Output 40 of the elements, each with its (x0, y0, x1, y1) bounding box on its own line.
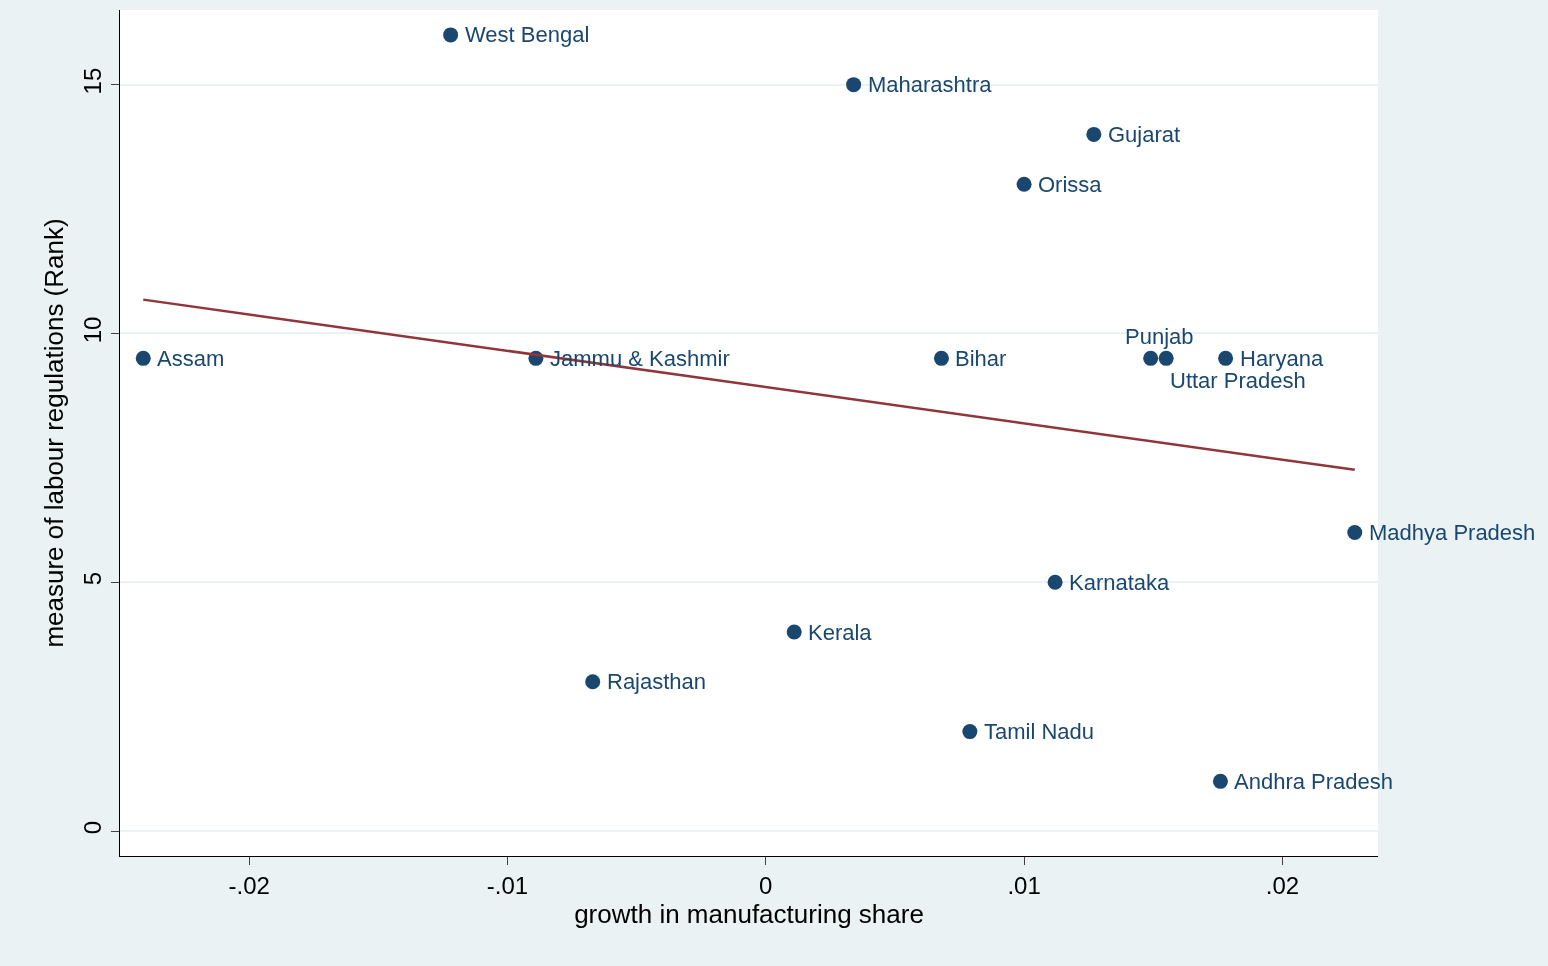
annotation: Punjab (1125, 324, 1194, 349)
point (962, 724, 978, 740)
annotation: Haryana (1240, 346, 1324, 371)
x-tick-label: -.02 (228, 871, 270, 899)
x-tick-label: .02 (1265, 871, 1300, 899)
annotation: Maharashtra (868, 72, 993, 97)
y-tick-label: 15 (79, 67, 107, 95)
annotation: Andhra Pradesh (1234, 769, 1393, 794)
x-tick-label: .01 (1007, 871, 1041, 899)
annotation: Assam (157, 346, 225, 371)
annotation: Bihar (955, 346, 1007, 371)
y-axis-title: measure of labour regulations (Rank) (38, 218, 69, 648)
point (846, 77, 862, 93)
annotation: Kerala (808, 620, 873, 645)
point (1212, 773, 1228, 789)
point (585, 674, 601, 690)
point (933, 350, 949, 366)
point (1047, 574, 1063, 590)
annotation: Gujarat (1108, 122, 1181, 147)
x-axis-title: growth in manufacturing share (574, 898, 924, 929)
annotation: Karnataka (1069, 570, 1171, 595)
y-tick-label: 10 (79, 316, 107, 344)
x-tick-label: 0 (759, 871, 773, 899)
y-tick-label: 5 (79, 572, 107, 586)
point (1218, 350, 1234, 366)
point (786, 624, 802, 640)
annotation: West Bengal (465, 22, 590, 47)
point (1016, 176, 1032, 192)
annotation: Rajasthan (607, 669, 707, 694)
annotation: Orissa (1038, 172, 1103, 197)
point (135, 350, 151, 366)
point (1158, 350, 1174, 366)
point (443, 27, 459, 43)
point (1143, 350, 1159, 366)
point (1086, 126, 1102, 142)
x-tick-label: -.01 (486, 871, 529, 899)
point (1347, 525, 1363, 541)
y-tick-label: 0 (79, 820, 107, 835)
annotation: Tamil Nadu (984, 719, 1095, 744)
annotation: Madhya Pradesh (1369, 520, 1536, 545)
